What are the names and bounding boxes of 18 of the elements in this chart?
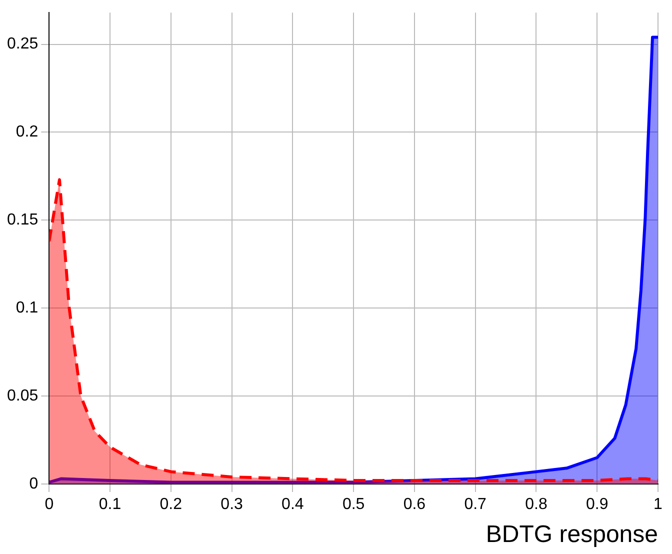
x-tick-label: 1 — [654, 496, 663, 514]
x-tick-label: 0.9 — [586, 496, 608, 514]
x-tick-label: 0.4 — [282, 496, 304, 514]
x-tick-label: 0.8 — [525, 496, 548, 514]
y-tick-label: 0.15 — [7, 212, 38, 229]
x-tick-label: 0.3 — [220, 496, 244, 514]
y-tick-label: 0.05 — [7, 387, 38, 404]
x-axis-title: BDTG response — [486, 521, 658, 548]
x-tick-label: 0.1 — [98, 496, 122, 514]
y-tick-label: 0.25 — [7, 36, 38, 53]
x-tick-label: 0.2 — [160, 496, 182, 514]
x-tick-label: 0.6 — [403, 496, 426, 514]
y-tick-label: 0.2 — [16, 124, 38, 141]
y-tick-label: 0.1 — [16, 300, 38, 317]
x-tick-label: 0 — [44, 496, 54, 514]
x-tick-label: 0.5 — [342, 496, 365, 514]
y-tick-label: 0 — [29, 475, 38, 492]
x-tick-label: 0.7 — [464, 496, 487, 514]
